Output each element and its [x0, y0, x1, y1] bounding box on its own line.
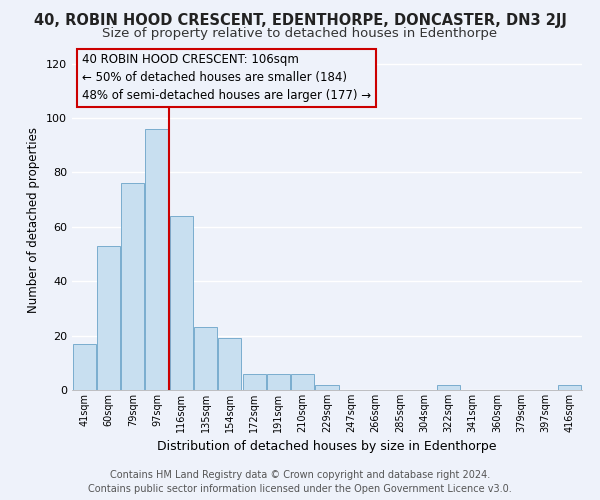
Bar	[73, 344, 95, 390]
Bar	[194, 328, 217, 390]
Bar	[145, 129, 169, 390]
Bar	[559, 384, 581, 390]
Bar	[170, 216, 193, 390]
Bar	[242, 374, 266, 390]
X-axis label: Distribution of detached houses by size in Edenthorpe: Distribution of detached houses by size …	[157, 440, 497, 454]
Text: 40 ROBIN HOOD CRESCENT: 106sqm
← 50% of detached houses are smaller (184)
48% of: 40 ROBIN HOOD CRESCENT: 106sqm ← 50% of …	[82, 54, 371, 102]
Bar	[97, 246, 120, 390]
Text: Size of property relative to detached houses in Edenthorpe: Size of property relative to detached ho…	[103, 28, 497, 40]
Text: 40, ROBIN HOOD CRESCENT, EDENTHORPE, DONCASTER, DN3 2JJ: 40, ROBIN HOOD CRESCENT, EDENTHORPE, DON…	[34, 12, 566, 28]
Text: Contains HM Land Registry data © Crown copyright and database right 2024.
Contai: Contains HM Land Registry data © Crown c…	[88, 470, 512, 494]
Bar	[437, 384, 460, 390]
Bar	[218, 338, 241, 390]
Y-axis label: Number of detached properties: Number of detached properties	[28, 127, 40, 313]
Bar	[267, 374, 290, 390]
Bar	[291, 374, 314, 390]
Bar	[121, 184, 144, 390]
Bar	[316, 384, 338, 390]
